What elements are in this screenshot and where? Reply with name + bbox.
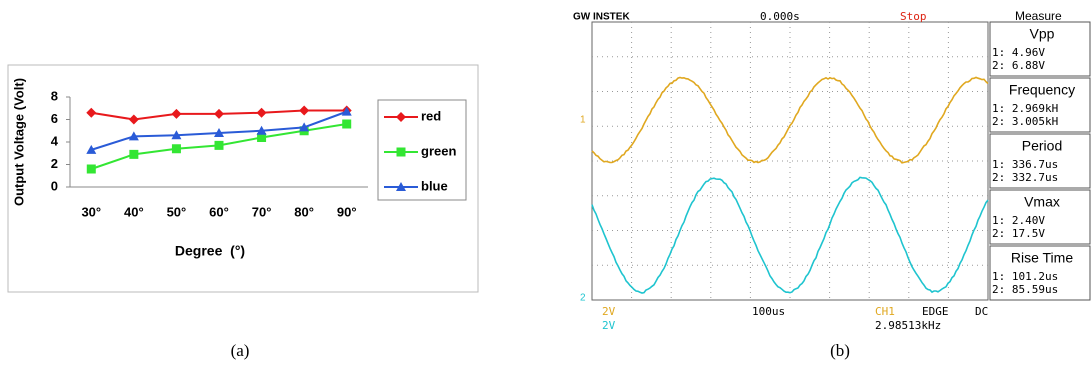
- measure-name: Vmax: [1024, 194, 1060, 210]
- x-tick-label: 40°: [124, 204, 144, 219]
- x-tick-label: 80°: [294, 204, 314, 219]
- measure-value: 2: 6.88V: [992, 59, 1045, 72]
- x-tick-label: 90°: [337, 204, 357, 219]
- measure-name: Rise Time: [1011, 250, 1073, 266]
- measure-value: 2: 85.59us: [992, 283, 1058, 296]
- ch2-marker: 2: [580, 293, 586, 304]
- legend-label: red: [421, 108, 441, 123]
- y-tick-label: 4: [51, 133, 59, 148]
- measure-value: 2: 3.005kH: [992, 115, 1058, 128]
- measure-name: Period: [1022, 138, 1062, 154]
- y-tick-label: 0: [51, 178, 58, 193]
- x-tick-label: 60°: [209, 204, 229, 219]
- y-axis-label: Output Voltage (Volt): [11, 78, 26, 206]
- trigger-source: CH1: [875, 305, 895, 318]
- measure-value: 1: 4.96V: [992, 46, 1045, 59]
- measure-name: Vpp: [1030, 26, 1055, 42]
- legend-label: green: [421, 143, 456, 158]
- measure-name: Frequency: [1009, 82, 1075, 98]
- measure-value: 1: 101.2us: [992, 270, 1058, 283]
- measure-value: 2: 17.5V: [992, 227, 1045, 240]
- point: [397, 148, 406, 157]
- point: [129, 150, 138, 159]
- time-offset: 0.000s: [760, 10, 800, 23]
- oscilloscope: GW INSTEK 0.000s Stop Measure 1 2 Vpp 1: …: [570, 8, 1090, 345]
- figure: 0 2 4 6 8 30° 40° 50° 60° 70° 80° 90° Degree (°) Outp…: [0, 0, 1091, 365]
- point: [172, 144, 181, 153]
- x-tick-label: 70°: [252, 204, 272, 219]
- legend-label: blue: [421, 178, 448, 193]
- frequency: 2.98513kHz: [875, 319, 941, 332]
- point: [215, 141, 224, 150]
- brand: GW INSTEK: [573, 12, 630, 23]
- point: [87, 165, 96, 174]
- ch1-marker: 1: [580, 115, 586, 126]
- measure-value: 1: 336.7us: [992, 158, 1058, 171]
- panel-title: Measure: [1015, 9, 1062, 23]
- x-axis-label: Degree (°): [175, 243, 245, 259]
- measure-value: 2: 332.7us: [992, 171, 1058, 184]
- measure-value: 1: 2.40V: [992, 214, 1045, 227]
- trigger-type: EDGE: [922, 305, 949, 318]
- run-state: Stop: [900, 10, 927, 23]
- y-tick-label: 8: [51, 88, 58, 103]
- x-tick-label: 50°: [167, 204, 187, 219]
- measure-value: 1: 2.969kH: [992, 102, 1058, 115]
- ch1-scale: 2V: [602, 305, 616, 318]
- point: [342, 120, 351, 129]
- caption: (a): [231, 341, 250, 360]
- coupling: DC: [975, 305, 988, 318]
- y-tick-label: 6: [51, 111, 58, 126]
- timebase: 100us: [752, 305, 785, 318]
- x-tick-label: 30°: [81, 204, 101, 219]
- y-tick-label: 2: [51, 156, 58, 171]
- ch2-scale: 2V: [602, 319, 616, 332]
- measure-panel: Vpp1: 4.96V2: 6.88VFrequency1: 2.969kH2:…: [990, 22, 1090, 300]
- caption: (b): [830, 341, 850, 360]
